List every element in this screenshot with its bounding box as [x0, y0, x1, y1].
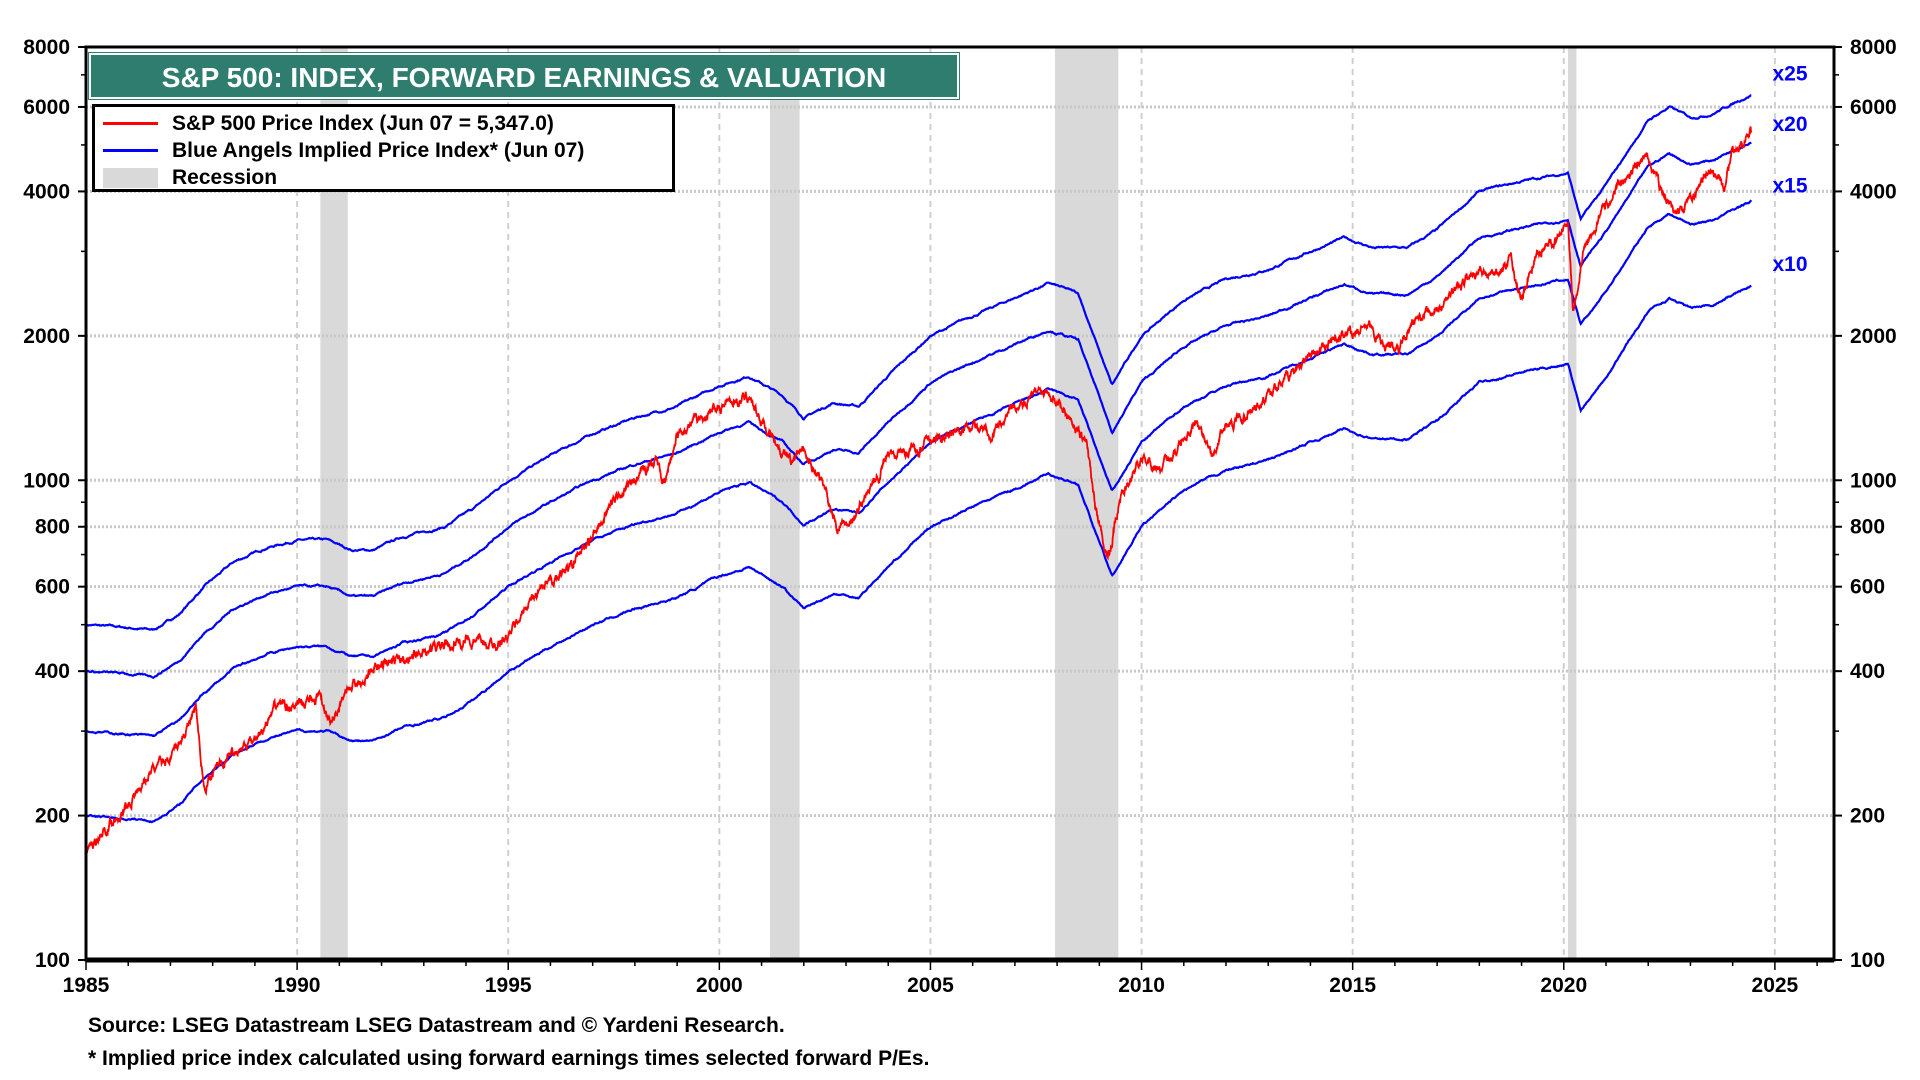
y-tick-label-right: 6000 — [1850, 96, 1897, 119]
y-tick-label-left: 600 — [35, 576, 70, 599]
sp500-line — [85, 126, 1753, 855]
x-tick-label: 1995 — [485, 974, 532, 997]
x-tick-label: 1990 — [274, 974, 321, 997]
y-tick-label-right: 8000 — [1850, 36, 1897, 59]
y-tick-label-left: 1000 — [23, 469, 70, 492]
multiple-label-x10: x10 — [1772, 253, 1807, 276]
y-tick-label-left: 200 — [35, 805, 70, 828]
legend-item-sp500: S&P 500 Price Index (Jun 07 = 5,347.0) — [103, 110, 672, 137]
tick-labels: 100 100 200 200 400 400 600 600 800 800 1000 1000 20… — [23, 36, 1896, 997]
legend-swatch-red — [103, 122, 158, 125]
legend: S&P 500 Price Index (Jun 07 = 5,347.0) B… — [92, 104, 675, 192]
y-tick-label-left: 6000 — [23, 96, 70, 119]
y-tick-label-right: 200 — [1850, 805, 1885, 828]
legend-item-implied: Blue Angels Implied Price Index* (Jun 07… — [103, 137, 672, 164]
recession-band — [1055, 47, 1119, 960]
x-tick-label: 2015 — [1329, 974, 1376, 997]
recession-band — [1568, 47, 1577, 960]
legend-item-recession: Recession — [103, 164, 672, 191]
legend-label: S&P 500 Price Index (Jun 07 = 5,347.0) — [172, 111, 554, 135]
gridlines — [86, 47, 1834, 960]
x-tick-label: 2020 — [1540, 974, 1587, 997]
legend-swatch-gray — [103, 167, 158, 188]
series — [85, 94, 1753, 855]
y-tick-label-left: 4000 — [23, 180, 70, 203]
multiple-label-x15: x15 — [1772, 175, 1807, 198]
y-tick-label-right: 600 — [1850, 576, 1885, 599]
y-tick-label-right: 100 — [1850, 949, 1885, 972]
y-tick-label-right: 1000 — [1850, 469, 1897, 492]
y-tick-label-left: 8000 — [23, 36, 70, 59]
y-tick-label-left: 400 — [35, 660, 70, 683]
footnote: * Implied price index calculated using f… — [88, 1047, 930, 1070]
recession-band — [320, 47, 348, 960]
multiple-label-x25: x25 — [1772, 62, 1807, 85]
y-tick-label-right: 2000 — [1850, 325, 1897, 348]
recession-bands — [320, 47, 1577, 960]
y-tick-label-right: 800 — [1850, 516, 1885, 539]
implied-line-x10 — [85, 284, 1752, 824]
chart-title: S&P 500: INDEX, FORWARD EARNINGS & VALUA… — [88, 52, 960, 100]
legend-swatch-blue — [103, 149, 158, 152]
y-tick-label-right: 400 — [1850, 660, 1885, 683]
x-tick-label: 1985 — [63, 974, 110, 997]
y-tick-label-right: 4000 — [1850, 180, 1897, 203]
axes — [78, 45, 1842, 970]
y-tick-label-left: 100 — [35, 949, 70, 972]
legend-label: Recession — [172, 165, 278, 189]
source-note: Source: LSEG Datastream LSEG Datastream … — [88, 1014, 785, 1037]
legend-label: Blue Angels Implied Price Index* (Jun 07… — [172, 138, 585, 162]
recession-band — [770, 47, 800, 960]
x-tick-label: 2025 — [1752, 974, 1799, 997]
y-tick-label-left: 2000 — [23, 325, 70, 348]
y-tick-label-left: 800 — [35, 516, 70, 539]
x-tick-label: 2005 — [907, 974, 954, 997]
x-tick-label: 2000 — [696, 974, 743, 997]
multiple-label-x20: x20 — [1772, 113, 1807, 136]
implied-line-x20 — [86, 141, 1752, 680]
implied-line-x25 — [85, 94, 1752, 631]
x-tick-label: 2010 — [1118, 974, 1165, 997]
